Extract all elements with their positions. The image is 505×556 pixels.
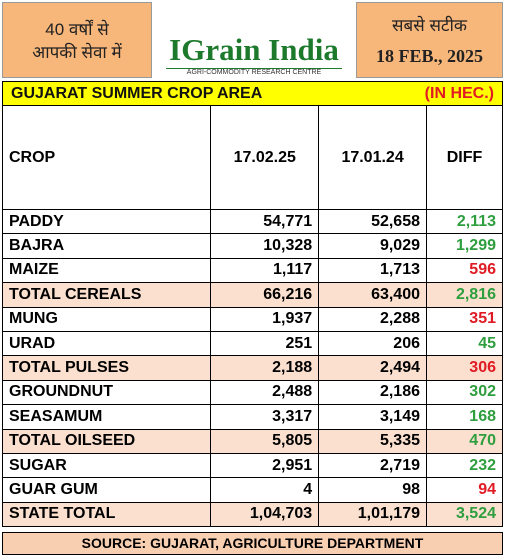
cell: 2,186 <box>318 379 427 406</box>
cell: 1,01,179 <box>318 501 427 528</box>
crop-name: MUNG <box>1 306 212 332</box>
cell: 1,299 <box>426 233 503 259</box>
cell: 1,713 <box>318 257 427 284</box>
column-header: CROP <box>1 105 212 210</box>
table-row: TOTAL PULSES 2,188 2,494 306 <box>1 355 503 381</box>
cell: 1,04,703 <box>210 501 320 528</box>
cell: 168 <box>426 404 503 430</box>
cell: 232 <box>426 452 503 479</box>
column-header: DIFF <box>426 105 503 210</box>
crop-name: TOTAL CEREALS <box>1 282 212 308</box>
cell: 94 <box>426 477 503 503</box>
cell: 2,488 <box>210 379 320 406</box>
crop-name: STATE TOTAL <box>1 501 212 528</box>
table-row: TOTAL CEREALS 66,216 63,400 2,816 <box>1 282 503 308</box>
cell: 302 <box>426 379 503 406</box>
table-row: GUAR GUM 4 98 94 <box>1 477 503 503</box>
cell: 206 <box>318 330 427 357</box>
cell: 66,216 <box>210 282 320 308</box>
table-row: MAIZE 1,117 1,713 596 <box>1 257 503 284</box>
table-row: STATE TOTAL 1,04,703 1,01,179 3,524 <box>1 501 503 528</box>
cell: 251 <box>210 330 320 357</box>
cell: 3,317 <box>210 404 320 430</box>
cell: 54,771 <box>210 208 320 235</box>
source: SOURCE: GUJARAT, AGRICULTURE DEPARTMENT <box>2 532 503 555</box>
cell: 1,117 <box>210 257 320 284</box>
cell: 3,149 <box>318 404 427 430</box>
table-row: SUGAR 2,951 2,719 232 <box>1 452 503 479</box>
cell: 470 <box>426 428 503 454</box>
crop-name: GROUNDNUT <box>1 379 212 406</box>
crop-name: SUGAR <box>1 452 212 479</box>
cell: 2,188 <box>210 355 320 381</box>
cell: 2,951 <box>210 452 320 479</box>
header-row: CROP 17.02.25 17.01.24 DIFF <box>1 105 503 210</box>
cell: 98 <box>318 477 427 503</box>
tagline: आपकी सेवा में <box>32 43 122 62</box>
logo-subtitle: AGRI-COMMODITY RESEARCH CENTRE <box>166 68 342 76</box>
crop-name: BAJRA <box>1 233 212 259</box>
date-box: सबसे सटीक 18 FEB., 2025 <box>356 2 503 78</box>
cell: 52,658 <box>318 208 427 235</box>
crop-name: TOTAL OILSEED <box>1 428 212 454</box>
cell: 2,719 <box>318 452 427 479</box>
cell: 1,937 <box>210 306 320 332</box>
tagline-box: 40 वर्षों से आपकी सेवा में <box>2 2 152 78</box>
crop-table: CROP 17.02.25 17.01.24 DIFF PADDY 54,771 52,6… <box>1 105 503 528</box>
table-row: TOTAL OILSEED 5,805 5,335 470 <box>1 428 503 454</box>
cell: 351 <box>426 306 503 332</box>
banner: GUJARAT SUMMER CROP AREA (IN HEC.) <box>2 81 503 106</box>
slogan: सबसे सटीक <box>392 16 467 35</box>
cell: 5,335 <box>318 428 427 454</box>
crop-name: SEASAMUM <box>1 404 212 430</box>
crop-name: TOTAL PULSES <box>1 355 212 381</box>
tagline: 40 वर्षों से <box>45 20 109 39</box>
column-header: 17.01.24 <box>318 105 427 210</box>
crop-name: GUAR GUM <box>1 477 212 503</box>
table-row: SEASAMUM 3,317 3,149 168 <box>1 404 503 430</box>
cell: 3,524 <box>426 501 503 528</box>
table-row: URAD 251 206 45 <box>1 330 503 357</box>
cell: 2,113 <box>426 208 503 235</box>
cell: 306 <box>426 355 503 381</box>
logo-name: IGrain India <box>169 32 339 67</box>
cell: 45 <box>426 330 503 357</box>
cell: 2,494 <box>318 355 427 381</box>
table-row: GROUNDNUT 2,488 2,186 302 <box>1 379 503 406</box>
banner-unit: (IN HEC.) <box>424 85 494 102</box>
cell: 4 <box>210 477 320 503</box>
crop-name: MAIZE <box>1 257 212 284</box>
table-row: PADDY 54,771 52,658 2,113 <box>1 208 503 235</box>
table-row: MUNG 1,937 2,288 351 <box>1 306 503 332</box>
crop-name: URAD <box>1 330 212 357</box>
table-row: BAJRA 10,328 9,029 1,299 <box>1 233 503 259</box>
cell: 2,288 <box>318 306 427 332</box>
banner-title: GUJARAT SUMMER CROP AREA <box>11 85 263 102</box>
logo: IGrain India AGRI-COMMODITY RESEARCH CEN… <box>156 2 352 78</box>
column-header: 17.02.25 <box>210 105 320 210</box>
date: 18 FEB., 2025 <box>375 46 483 66</box>
crop-name: PADDY <box>1 208 212 235</box>
cell: 9,029 <box>318 233 427 259</box>
cell: 10,328 <box>210 233 320 259</box>
cell: 596 <box>426 257 503 284</box>
cell: 5,805 <box>210 428 320 454</box>
cell: 63,400 <box>318 282 427 308</box>
cell: 2,816 <box>426 282 503 308</box>
